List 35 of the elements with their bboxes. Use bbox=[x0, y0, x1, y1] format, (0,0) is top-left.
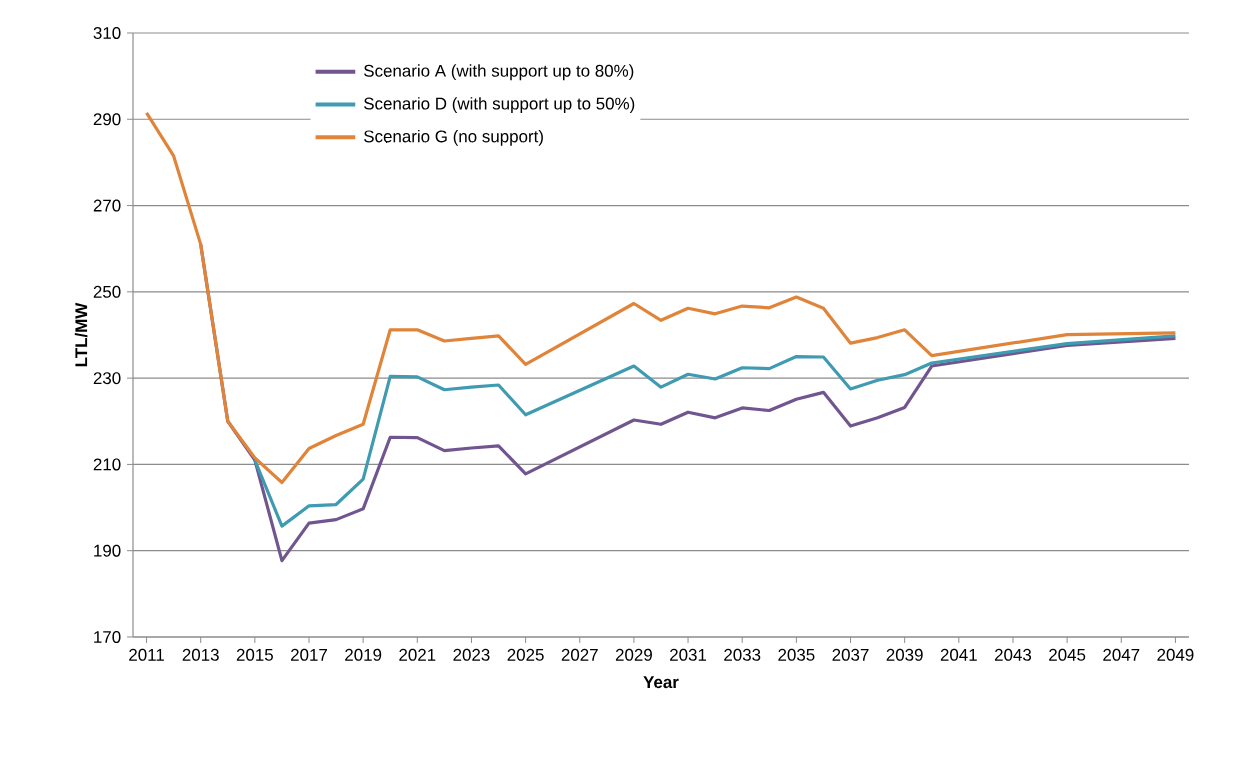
legend-label: Scenario A (with support up to 80%) bbox=[364, 64, 634, 81]
y-tick-label: 230 bbox=[93, 372, 121, 385]
x-tick-label: 2037 bbox=[832, 648, 869, 661]
y-tick-label: 290 bbox=[93, 113, 121, 126]
x-tick-label: 2017 bbox=[291, 648, 327, 661]
x-tick-label: 2027 bbox=[561, 648, 598, 661]
x-tick-label: 2049 bbox=[1157, 648, 1194, 661]
y-axis-title: LTL/MW bbox=[74, 302, 88, 367]
legend-label: Scenario G (no support) bbox=[364, 129, 543, 146]
line-series bbox=[253, 334, 1178, 528]
y-tick-label: 210 bbox=[93, 458, 121, 471]
x-tick-label: 2011 bbox=[129, 648, 164, 661]
x-tick-label: 2033 bbox=[724, 648, 761, 661]
x-axis-title: Year bbox=[643, 676, 679, 689]
x-tick-label: 2023 bbox=[453, 648, 490, 661]
x-tick-label: 2035 bbox=[778, 648, 815, 661]
x-tick-label: 2021 bbox=[399, 648, 436, 661]
y-tick-label: 170 bbox=[94, 630, 121, 643]
x-tick-label: 2045 bbox=[1049, 648, 1086, 661]
x-tick-label: 2039 bbox=[886, 648, 923, 661]
y-tick-label: 270 bbox=[93, 199, 121, 212]
x-tick-label: 2013 bbox=[182, 648, 219, 661]
x-tick-label: 2015 bbox=[236, 648, 273, 661]
line-series bbox=[144, 111, 1178, 485]
y-tick-label: 310 bbox=[93, 26, 121, 39]
legend-label: Scenario D (with support up to 50%) bbox=[364, 97, 635, 113]
x-tick-label: 2031 bbox=[670, 648, 707, 661]
y-tick-label: 250 bbox=[93, 285, 121, 298]
y-tick-label: 190 bbox=[94, 544, 121, 557]
x-tick-label: 2047 bbox=[1103, 648, 1140, 661]
x-tick-label: 2019 bbox=[345, 648, 382, 661]
x-tick-label: 2043 bbox=[994, 648, 1032, 661]
x-tick-label: 2041 bbox=[940, 648, 977, 661]
x-tick-label: 2025 bbox=[507, 648, 544, 661]
x-tick-label: 2029 bbox=[615, 648, 652, 661]
